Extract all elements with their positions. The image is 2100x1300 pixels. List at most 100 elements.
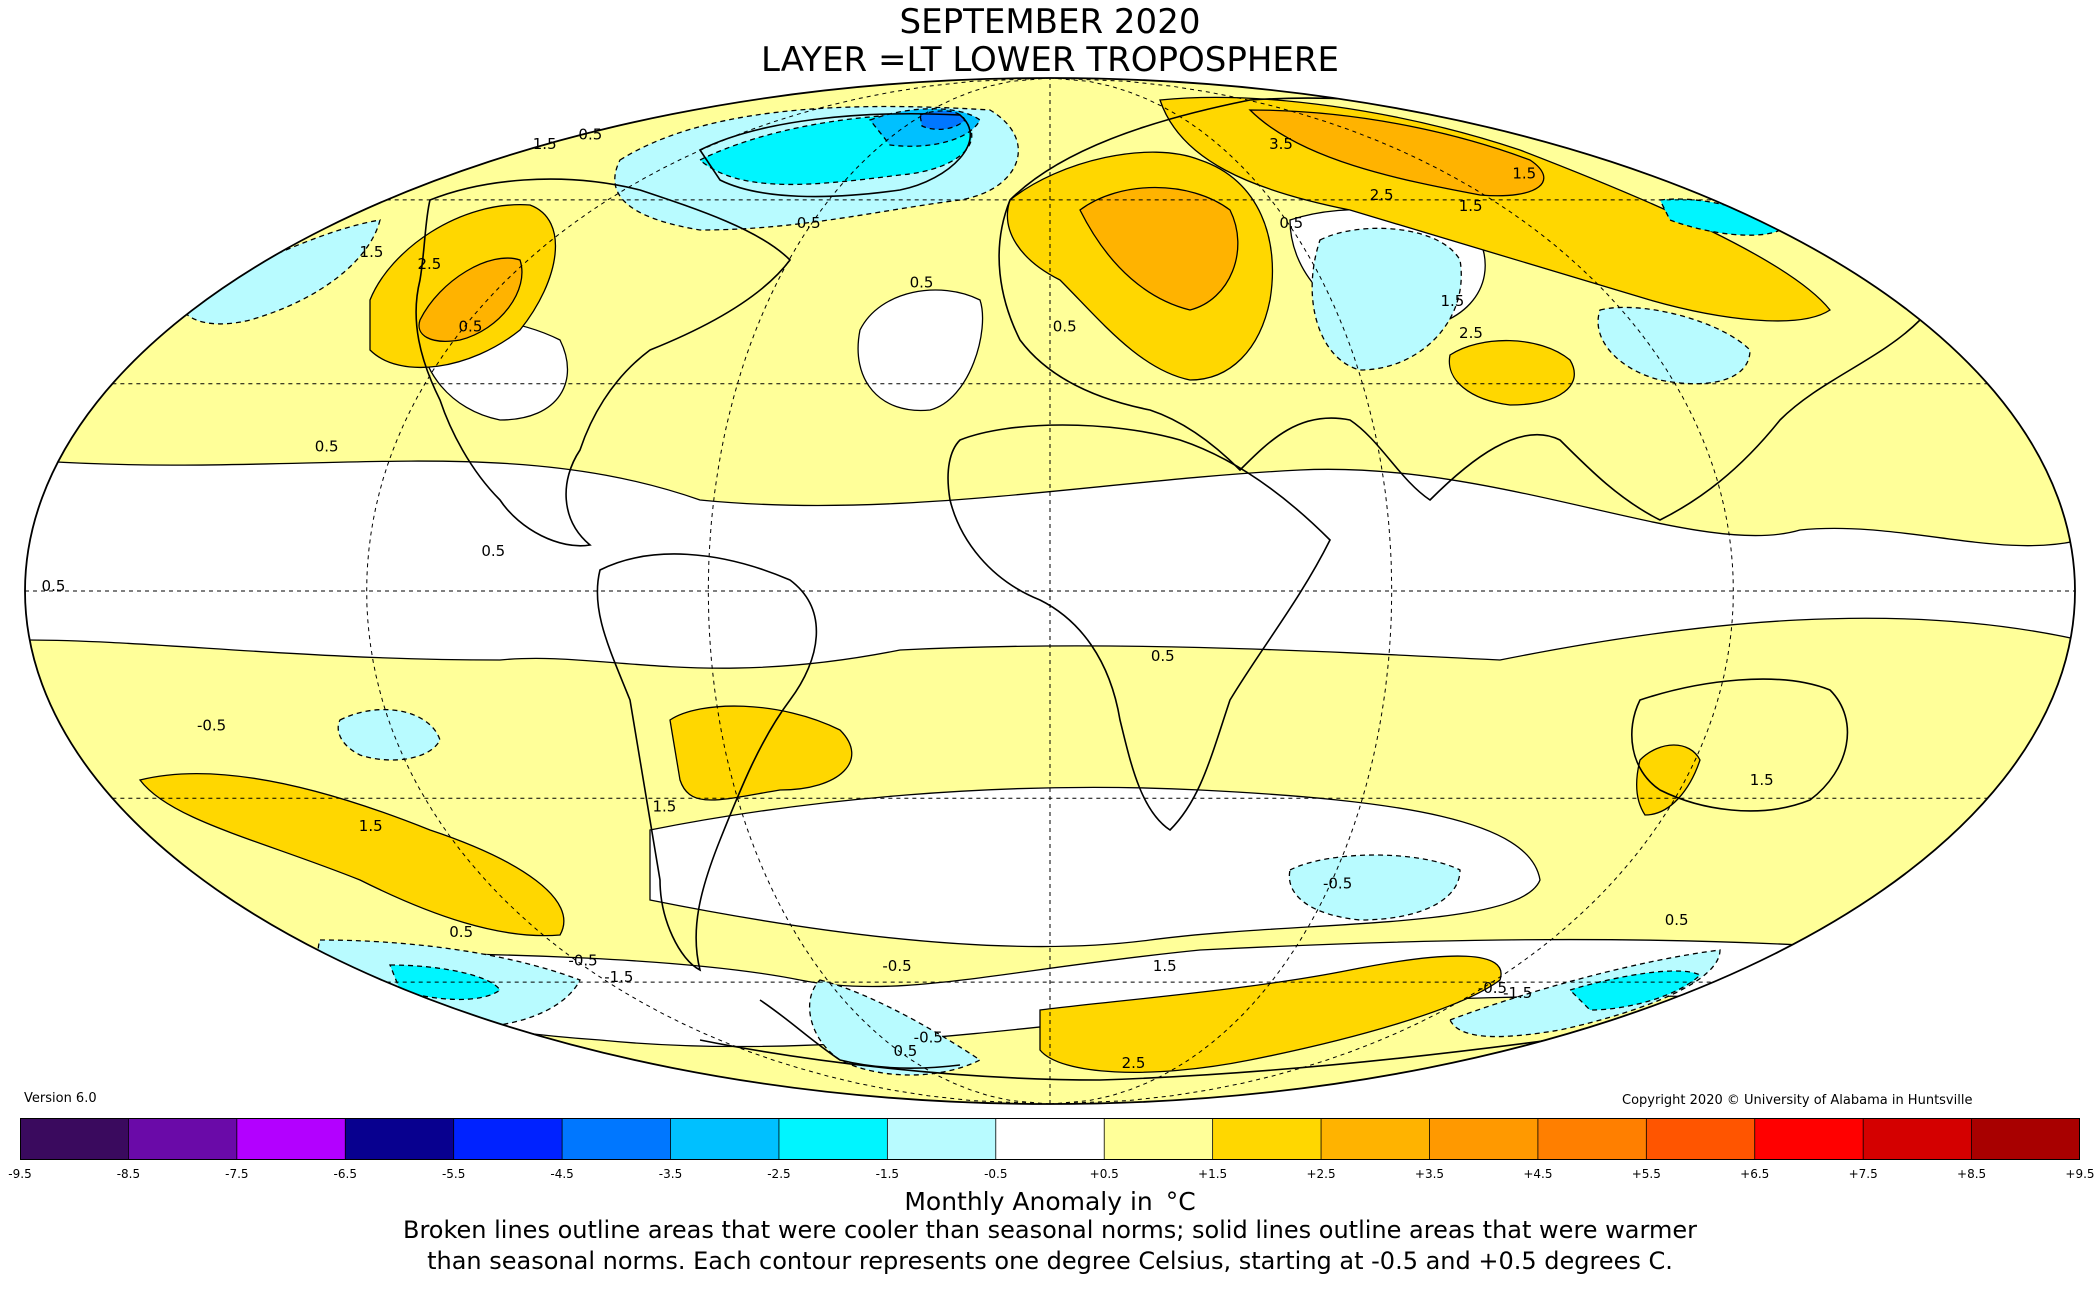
version-label: Version 6.0 [24, 1091, 97, 1106]
meridian-line [1049, 78, 1734, 1104]
warm-area-antarctic [1039, 955, 1502, 1073]
colorbar-tick-label: +0.5 [1089, 1167, 1119, 1181]
colorbar-tick-label: -1.5 [875, 1167, 900, 1181]
coast-antarctic-peninsula [759, 999, 961, 1070]
colorbar-swatch [1646, 1118, 1756, 1160]
chart-title: SEPTEMBER 2020 [899, 2, 1201, 42]
colorbar-swatch [1754, 1118, 1864, 1160]
colorbar-tick-label: -3.5 [658, 1167, 683, 1181]
coast-north-america [415, 178, 792, 547]
coast-australia [1631, 678, 1849, 812]
cool-area-pacific-south [337, 708, 441, 761]
contour-label: 1.5 [1750, 771, 1774, 789]
contour-label: 0.5 [315, 437, 339, 455]
colorbar-swatch [562, 1118, 672, 1160]
colorbar-tick-label: -7.5 [225, 1167, 249, 1181]
colorbar-border [20, 1118, 2080, 1160]
colorbar-tick-label: +7.5 [1848, 1167, 1878, 1181]
world-anomaly-map: 1.50.51.52.50.50.50.50.50.50.5-0.51.51.5… [24, 77, 2076, 1105]
colorbar-swatch [1863, 1118, 1973, 1160]
contour-label: -0.5 [1323, 875, 1352, 893]
white-patch-atlantic [857, 289, 984, 412]
colorbar-tick-label: -5.5 [441, 1167, 466, 1181]
contour-label: -0.5 [197, 717, 226, 735]
colorbar-swatch [236, 1118, 346, 1160]
colorbar-swatch [345, 1118, 455, 1160]
cool-area-north-pacific [179, 219, 381, 325]
contour-label: 0.5 [910, 273, 934, 291]
contour-label: 1.5 [1512, 165, 1536, 183]
map-outline [24, 77, 2076, 1105]
colorbar-swatch [778, 1118, 888, 1160]
cool-area-east-asia [1597, 306, 1751, 385]
colorbar-swatch [670, 1118, 780, 1160]
chart-subtitle: LAYER =LT LOWER TROPOSPHERE [760, 40, 1340, 80]
hot-area-siberia [1248, 109, 1545, 197]
colorbar-tick-label: +9.5 [2065, 1167, 2095, 1181]
contour-label: -0.5 [882, 957, 911, 975]
white-band-tropics [25, 459, 2075, 669]
contour-label: 1.5 [652, 798, 676, 816]
coast-africa [947, 424, 1331, 832]
colorbar-tick-label: +4.5 [1523, 1167, 1553, 1181]
colorbar-tick-label: -0.5 [984, 1167, 1008, 1181]
contour-label: 2.5 [418, 255, 442, 273]
colorbar-tick-label: -8.5 [116, 1167, 141, 1181]
colorbar-swatch [128, 1118, 238, 1160]
colorbar [20, 1118, 2080, 1160]
warm-area-south-america [669, 705, 853, 801]
colorbar-swatch [20, 1118, 129, 1160]
contour-label: 0.5 [481, 542, 505, 560]
colorbar-tick-label: +5.5 [1631, 1167, 1661, 1181]
contour-label: 2.5 [1122, 1054, 1146, 1072]
contour-label: -1.5 [1503, 984, 1532, 1002]
warm-area-australia [1636, 744, 1701, 816]
contour-label: 1.5 [360, 243, 384, 261]
colorbar-swatch [1104, 1118, 1214, 1160]
colorbar-tick-label: -6.5 [333, 1167, 357, 1181]
colorbar-tick-label: -2.5 [767, 1167, 791, 1181]
colorbar-swatch [995, 1118, 1105, 1160]
contour-label: 0.5 [1665, 911, 1689, 929]
contour-label: 0.5 [459, 317, 483, 335]
colorbar-swatch [1537, 1118, 1647, 1160]
coast-antarctica [699, 1039, 1551, 1081]
colorbar-swatch [1429, 1118, 1539, 1160]
contour-label: 0.5 [893, 1042, 917, 1060]
contour-label: -0.5 [914, 1028, 943, 1046]
colorbar-swatch [1971, 1118, 2080, 1160]
cool-area-south-indian [1288, 854, 1461, 921]
contour-label: 0.5 [797, 214, 821, 232]
hot-area-europe [1079, 186, 1239, 311]
contour-label: -1.5 [604, 968, 633, 986]
contour-labels: 1.50.51.52.50.50.50.50.50.50.5-0.51.51.5… [42, 126, 1774, 1073]
note-line-1: Broken lines outline areas that were coo… [403, 1216, 1697, 1244]
contour-label: 3.5 [1269, 135, 1293, 153]
colorbar-swatch [453, 1118, 563, 1160]
colorbar-swatch [1321, 1118, 1430, 1160]
colorbar-label: Monthly Anomaly in °C [904, 1187, 1196, 1216]
colorbar-tick-label: +1.5 [1198, 1167, 1228, 1181]
colorbar-tick-label: +6.5 [1740, 1167, 1770, 1181]
hot-area-alaska [418, 257, 523, 342]
contour-label: 1.5 [1441, 292, 1465, 310]
colorbar-tick-label: +3.5 [1414, 1167, 1445, 1181]
colorbar-tick-label: -9.5 [8, 1167, 32, 1181]
meridian-line [366, 78, 1051, 1104]
warm-area-south-pacific [138, 772, 565, 937]
contour-label: 2.5 [1370, 186, 1394, 204]
copyright-label: Copyright 2020 © University of Alabama i… [1622, 1093, 1973, 1108]
cold-area-south-2 [1568, 970, 1702, 1011]
cool-area-antarctic-pen [808, 979, 982, 1076]
contour-label: 0.5 [449, 923, 473, 941]
note-line-2: than seasonal norms. Each contour repres… [427, 1247, 1673, 1275]
colorbar-tick-label: +8.5 [1957, 1167, 1987, 1181]
colorbar-swatch [1212, 1118, 1322, 1160]
contour-label: 0.5 [42, 577, 66, 595]
contour-label: 0.5 [1151, 647, 1175, 665]
contour-label: -0.5 [568, 952, 597, 970]
coast-south-america [596, 553, 818, 972]
warm-area-central-asia [1448, 339, 1575, 406]
contour-label: 2.5 [1459, 324, 1483, 342]
colorbar-tick-label: -4.5 [550, 1167, 574, 1181]
